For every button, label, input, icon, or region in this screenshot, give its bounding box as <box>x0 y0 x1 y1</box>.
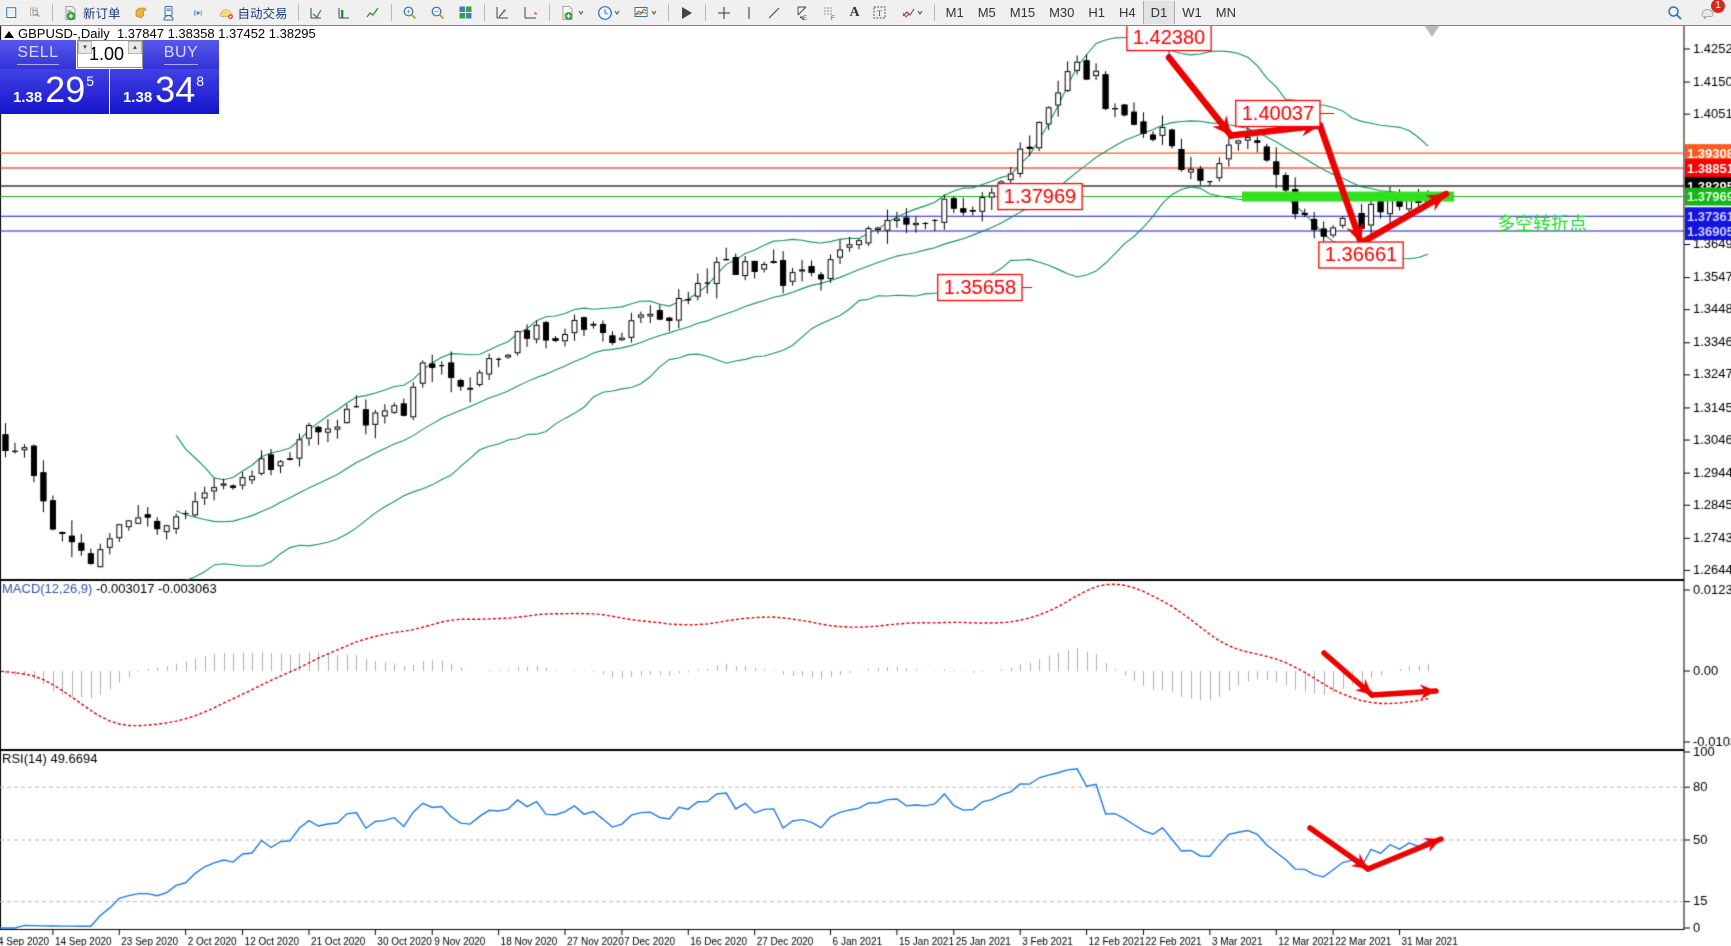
svg-text:F: F <box>831 16 835 21</box>
svg-text:E: E <box>803 16 807 21</box>
svg-text:T: T <box>877 9 882 18</box>
svg-text:−: − <box>434 7 439 16</box>
svg-text:+: + <box>406 9 410 16</box>
